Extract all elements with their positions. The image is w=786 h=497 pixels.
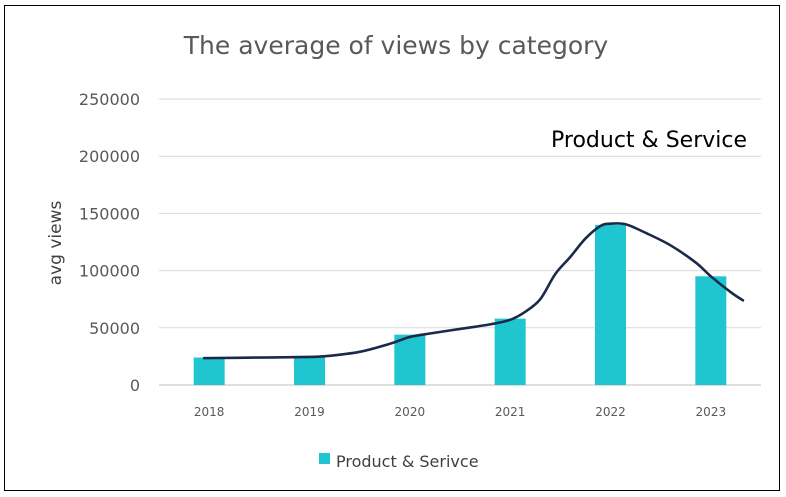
y-tick-label: 100000 [79, 262, 140, 281]
y-axis-ticks: 0 50000 100000 150000 200000 250000 [79, 90, 140, 395]
trendline [202, 222, 745, 360]
x-tick-label: 2023 [696, 405, 727, 419]
y-tick-label: 250000 [79, 90, 140, 109]
bars [193, 224, 727, 385]
x-tick-label: 2022 [595, 405, 626, 419]
bar [494, 318, 526, 385]
y-tick-label: 50000 [89, 319, 140, 338]
x-tick-label: 2019 [294, 405, 325, 419]
bar [294, 356, 325, 385]
x-tick-label: 2018 [194, 405, 225, 419]
chart-title: The average of views by category [183, 31, 609, 60]
y-tick-label: 150000 [79, 204, 140, 223]
bar [595, 224, 626, 385]
legend-swatch [319, 453, 330, 464]
x-axis-ticks: 2018 2019 2020 2021 2022 2023 [194, 405, 726, 419]
y-tick-label: 0 [130, 376, 140, 395]
legend-label: Product & Serivce [336, 452, 479, 471]
x-tick-label: 2021 [495, 405, 526, 419]
x-tick-label: 2020 [395, 405, 426, 419]
bar [394, 334, 426, 385]
chart-annotation: Product & Service [551, 128, 747, 153]
gridlines [159, 98, 761, 386]
bar [695, 276, 727, 385]
chart-frame [4, 5, 780, 491]
y-tick-label: 200000 [79, 147, 140, 166]
legend: Product & Serivce [319, 452, 479, 471]
y-axis-label: avg views [46, 201, 66, 286]
bar [193, 357, 225, 385]
